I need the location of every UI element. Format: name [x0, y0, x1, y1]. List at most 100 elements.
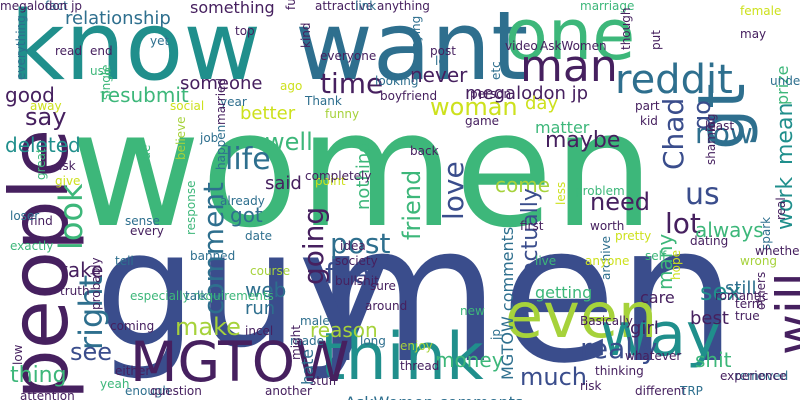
cloud-word: ago [280, 79, 303, 93]
cloud-word: much [520, 363, 587, 391]
cloud-word: give [55, 174, 81, 188]
cloud-word: everything [14, 15, 28, 80]
cloud-word: best [690, 308, 729, 329]
cloud-word: reddit [615, 57, 733, 103]
cloud-word: whatever [625, 349, 682, 363]
cloud-word: response [184, 180, 198, 235]
cloud-word: thinking [595, 364, 644, 378]
cloud-word: ask [55, 159, 76, 173]
cloud-word: might [289, 325, 303, 360]
cloud-word: either [115, 364, 151, 378]
cloud-word: always [695, 218, 764, 242]
cloud-word: live [535, 254, 557, 268]
cloud-word: though [619, 7, 633, 50]
cloud-word: society [335, 254, 378, 268]
cloud-word: saying [409, 15, 423, 55]
cloud-word: point [315, 174, 346, 188]
cloud-word: shit [695, 348, 732, 372]
cloud-word: social [170, 99, 205, 113]
cloud-word: experience [720, 369, 787, 383]
cloud-word: looking [375, 74, 419, 88]
cloud-word: matter [535, 118, 590, 137]
cloud-word: least [705, 119, 735, 133]
cloud-word: female [740, 4, 782, 18]
cloud-word: better [240, 103, 296, 124]
cloud-word: back [410, 144, 439, 158]
cloud-word: day [525, 93, 559, 114]
cloud-word: wrong [740, 254, 778, 268]
cloud-word: Basically [580, 314, 633, 328]
cloud-word: one [505, 0, 636, 76]
cloud-word: around [365, 299, 408, 313]
cloud-word: thing [10, 363, 67, 388]
cloud-word: problem [575, 184, 625, 198]
cloud-word: removed [735, 369, 789, 383]
cloud-word: worth [590, 219, 625, 233]
cloud-word: sex [700, 278, 742, 306]
cloud-word: every [130, 224, 164, 238]
cloud-word: life [225, 142, 271, 177]
cloud-word: job [200, 131, 219, 145]
cloud-word: lot [665, 207, 701, 240]
cloud-word: women [70, 76, 655, 263]
cloud-word: great [34, 148, 48, 180]
cloud-word: MGTOW [130, 330, 350, 394]
cloud-word: understand [770, 74, 800, 88]
cloud-word: deleted [5, 133, 81, 157]
cloud-word: course [250, 264, 291, 278]
cloud-word: romantic [715, 289, 769, 303]
cloud-word: kid [640, 114, 658, 128]
cloud-word: question [150, 384, 202, 398]
cloud-word: see [70, 338, 113, 366]
cloud-word: look [52, 183, 90, 250]
cloud-word: less [554, 181, 568, 205]
cloud-word: still [725, 278, 757, 299]
cloud-word: yet [150, 34, 170, 48]
cloud-word: marriage [580, 0, 635, 13]
cloud-word: already [220, 194, 265, 208]
cloud-word: self [645, 249, 667, 263]
cloud-word: talk [185, 289, 208, 303]
cloud-word: first [520, 219, 544, 233]
cloud-word: resubmit [100, 83, 189, 107]
cloud-word: kind [299, 22, 313, 48]
cloud-word: say [25, 103, 67, 131]
cloud-word: MGTOW comments [498, 226, 517, 380]
cloud-word: etc [489, 61, 503, 80]
cloud-word: true [735, 309, 760, 323]
cloud-word: another [265, 384, 312, 398]
cloud-word: video [505, 39, 538, 53]
cloud-word: attention [20, 389, 75, 400]
cloud-word: enjoy [400, 339, 433, 353]
cloud-word: funny [325, 107, 360, 121]
cloud-word: well [265, 128, 313, 156]
cloud-word: yeah [100, 377, 130, 391]
cloud-word: said [265, 173, 302, 194]
cloud-word: single [99, 64, 113, 100]
cloud-word: feel [325, 257, 378, 290]
cloud-word: person [470, 87, 512, 101]
cloud-word: love [437, 161, 470, 220]
cloud-word: incel [245, 324, 274, 338]
cloud-word: mean [773, 102, 798, 165]
cloud-word: never [410, 63, 468, 87]
cloud-word: idea [340, 239, 366, 253]
cloud-word: truth [60, 284, 90, 298]
cloud-word: everyone [320, 49, 377, 63]
cloud-word: TRP [680, 384, 703, 398]
cloud-word: maybe [545, 128, 621, 153]
cloud-word: top [235, 24, 255, 38]
cloud-word: end [90, 44, 113, 58]
cloud-word: find [30, 214, 53, 228]
cloud-word: someone [180, 73, 263, 94]
cloud-word: AskWomen comments [345, 395, 523, 400]
cloud-word: time [320, 67, 384, 100]
cloud-word: run [245, 298, 276, 319]
cloud-word: got [230, 203, 263, 227]
cloud-word: different [635, 384, 686, 398]
cloud-word: loser [10, 209, 40, 223]
cloud-word: may [740, 27, 767, 41]
cloud-word: reason [310, 318, 378, 342]
cloud-word: take [60, 258, 104, 282]
cloud-word: coming [110, 319, 155, 333]
